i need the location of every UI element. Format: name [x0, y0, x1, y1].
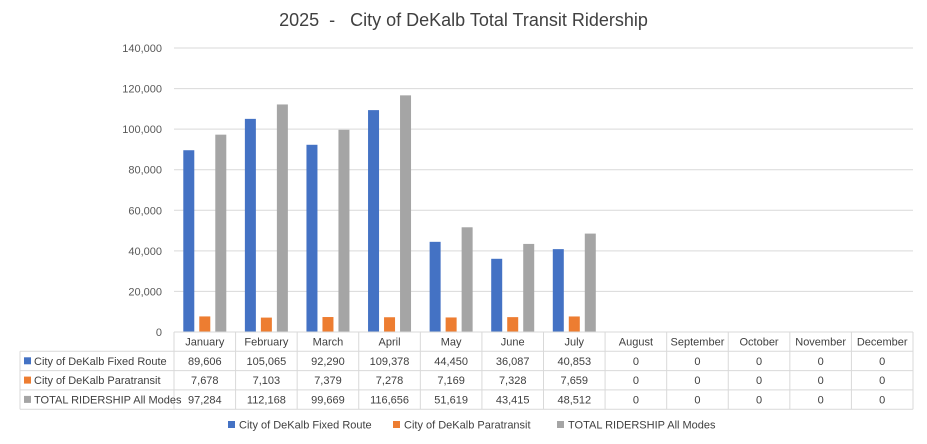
- data-value: 112,168: [247, 394, 286, 406]
- data-value: 44,450: [434, 356, 468, 368]
- y-tick-label: 0: [156, 327, 162, 339]
- category-label: April: [379, 337, 401, 349]
- data-value: 7,103: [253, 375, 281, 387]
- legend-key-swatch: [24, 357, 31, 365]
- category-label: November: [795, 337, 846, 349]
- bar-fixed-route: [244, 118, 256, 333]
- data-value: 40,853: [557, 356, 591, 368]
- series-label: City of DeKalb Paratransit: [34, 375, 161, 387]
- y-tick-label: 80,000: [128, 165, 162, 177]
- legend-label: City of DeKalb Fixed Route: [239, 420, 372, 432]
- data-value: 0: [879, 375, 885, 387]
- y-tick-label: 40,000: [128, 246, 162, 258]
- data-value: 0: [879, 394, 885, 406]
- data-value: 0: [818, 356, 824, 368]
- data-value: 92,290: [311, 356, 345, 368]
- data-value: 109,378: [370, 356, 410, 368]
- data-value: 0: [633, 394, 639, 406]
- data-value: 0: [756, 356, 762, 368]
- data-value: 51,619: [434, 394, 468, 406]
- data-value: 89,606: [188, 356, 222, 368]
- legend-swatch: [393, 421, 400, 428]
- legend-swatch: [557, 421, 564, 428]
- data-value: 7,678: [191, 375, 219, 387]
- category-label: January: [185, 337, 225, 349]
- y-tick-label: 20,000: [128, 286, 162, 298]
- data-value: 0: [694, 375, 700, 387]
- legend-swatch: [228, 421, 235, 428]
- chart-title: 2025 - City of DeKalb Total Transit Ride…: [279, 10, 648, 30]
- data-value: 7,169: [437, 375, 465, 387]
- legend-key-swatch: [24, 395, 31, 403]
- data-value: 105,065: [246, 356, 286, 368]
- bar-paratransit: [199, 316, 211, 332]
- series-label: City of DeKalb Fixed Route: [34, 356, 167, 368]
- y-tick-label: 140,000: [122, 43, 162, 55]
- data-value: 97,284: [188, 394, 222, 406]
- data-value: 0: [633, 375, 639, 387]
- category-label: March: [313, 337, 344, 349]
- y-tick-label: 100,000: [122, 124, 162, 136]
- series-label: TOTAL RIDERSHIP All Modes: [34, 394, 182, 406]
- data-value: 0: [818, 375, 824, 387]
- legend-label: City of DeKalb Paratransit: [404, 420, 531, 432]
- bar-total: [400, 95, 412, 332]
- bar-total: [338, 129, 350, 332]
- bar-paratransit: [445, 317, 457, 332]
- data-value: 99,669: [311, 394, 345, 406]
- data-value: 7,379: [314, 375, 342, 387]
- bar-paratransit: [568, 316, 580, 332]
- bar-total: [276, 104, 288, 332]
- bar-paratransit: [260, 317, 272, 332]
- bar-fixed-route: [183, 150, 195, 332]
- bar-fixed-route: [552, 249, 564, 332]
- data-value: 0: [756, 394, 762, 406]
- bar-total: [584, 233, 596, 332]
- category-label: February: [244, 337, 289, 349]
- data-value: 36,087: [496, 356, 530, 368]
- data-value: 0: [879, 356, 885, 368]
- legend-label: TOTAL RIDERSHIP All Modes: [568, 420, 716, 432]
- category-label: August: [619, 337, 653, 349]
- bar-fixed-route: [368, 110, 380, 332]
- data-value: 7,328: [499, 375, 527, 387]
- category-label: October: [739, 337, 778, 349]
- bar-paratransit: [507, 317, 519, 332]
- data-value: 0: [818, 394, 824, 406]
- y-tick-label: 120,000: [122, 84, 162, 96]
- data-value: 0: [694, 394, 700, 406]
- y-tick-label: 60,000: [128, 205, 162, 217]
- data-value: 43,415: [496, 394, 530, 406]
- bar-total: [523, 243, 535, 332]
- bar-total: [461, 227, 473, 332]
- data-value: 0: [633, 356, 639, 368]
- category-label: December: [857, 337, 908, 349]
- data-value: 7,659: [561, 375, 589, 387]
- bar-fixed-route: [429, 241, 441, 332]
- category-label: May: [441, 337, 462, 349]
- bar-paratransit: [384, 317, 396, 332]
- data-value: 0: [694, 356, 700, 368]
- data-value: 0: [756, 375, 762, 387]
- data-value: 116,656: [370, 394, 409, 406]
- bar-paratransit: [322, 317, 334, 332]
- data-value: 7,278: [376, 375, 404, 387]
- data-value: 48,512: [557, 394, 591, 406]
- legend-key-swatch: [24, 376, 31, 384]
- bar-total: [215, 134, 227, 332]
- bar-fixed-route: [491, 258, 503, 332]
- category-label: September: [671, 337, 725, 349]
- category-label: June: [501, 337, 525, 349]
- category-label: July: [565, 337, 585, 349]
- bar-fixed-route: [306, 144, 318, 332]
